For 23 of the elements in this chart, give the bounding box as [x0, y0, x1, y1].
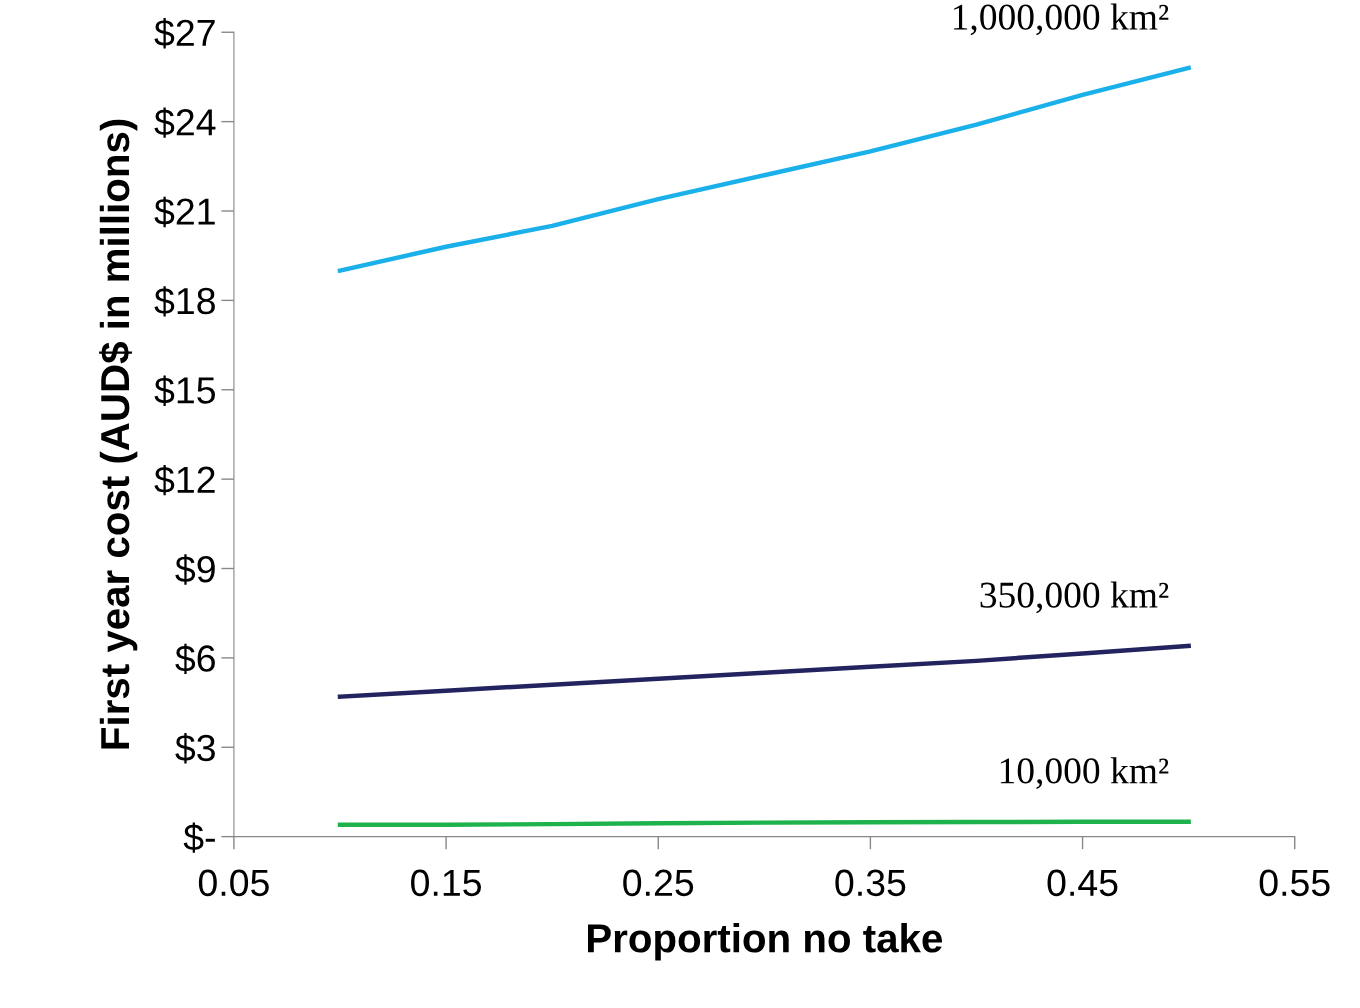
series-label: 10,000 km²	[1000, 757, 1169, 789]
x-tick-label: 0.25	[623, 869, 694, 897]
x-tick-label: 0.05	[198, 869, 269, 897]
y-tick-label: $-	[183, 822, 215, 853]
y-tick-label: $18	[154, 286, 215, 317]
y-tick-label: $27	[154, 18, 215, 49]
x-tick-label: 0.45	[1047, 869, 1118, 897]
series-label: 1,000,000 km²	[953, 3, 1169, 36]
series-label: 350,000 km²	[980, 581, 1169, 614]
line-series	[337, 65, 1191, 273]
y-axis-title: First year cost (AUD$ in millions)	[99, 119, 138, 749]
y-tick-label: $21	[154, 196, 215, 228]
x-tick-label: 0.55	[1259, 869, 1330, 897]
y-tick-label: $15	[154, 375, 215, 406]
line-series	[337, 643, 1191, 699]
y-tick-label: $3	[175, 733, 215, 764]
y-tick-label: $6	[175, 643, 215, 675]
y-tick-label: $12	[154, 464, 215, 496]
x-tick-label: 0.35	[835, 869, 906, 897]
x-tick-label: 0.15	[411, 869, 481, 897]
y-tick-label: $24	[154, 107, 216, 138]
x-axis-title: Proportion no take	[588, 922, 942, 961]
y-tick-label: $9	[175, 554, 215, 585]
